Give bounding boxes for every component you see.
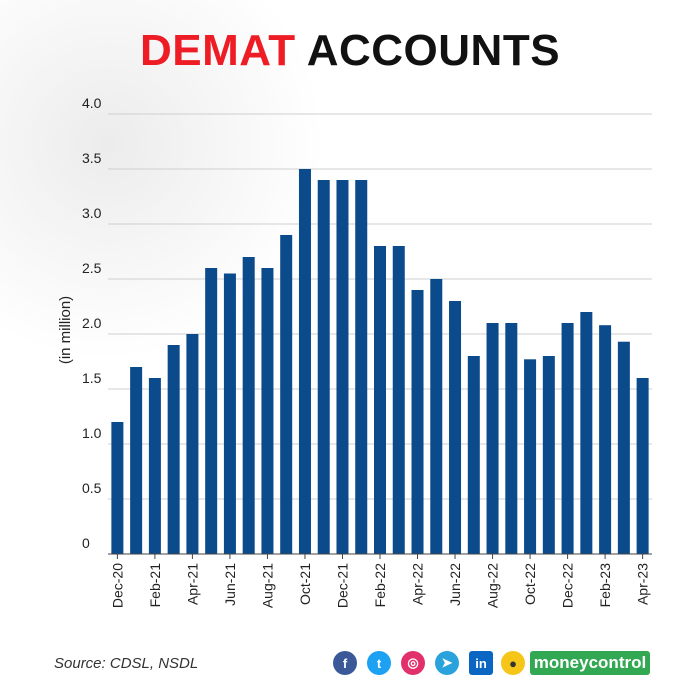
- bar: [636, 378, 649, 554]
- y-tick-label: 0: [82, 535, 90, 551]
- y-tick-label: 3.5: [82, 150, 102, 166]
- bar: [298, 169, 311, 554]
- bar: [205, 268, 218, 554]
- bar: [617, 341, 630, 554]
- x-tick-label: Apr-22: [410, 563, 426, 605]
- x-tick-label: Dec-21: [334, 563, 350, 608]
- y-tick-label: 2.0: [82, 315, 102, 331]
- moneycontrol-logo[interactable]: moneycontrol: [530, 651, 650, 675]
- bar: [317, 180, 330, 554]
- bar: [505, 323, 518, 554]
- x-tick-label: Aug-21: [259, 563, 275, 608]
- x-tick-label: Jun-22: [447, 563, 463, 606]
- y-tick-label: 2.5: [82, 260, 102, 276]
- bar: [599, 325, 612, 554]
- y-tick-label: 0.5: [82, 480, 102, 496]
- x-tick-label: Aug-22: [485, 563, 501, 608]
- instagram-icon[interactable]: ◎: [401, 651, 425, 675]
- bar: [373, 246, 387, 554]
- x-tick-label: Feb-23: [597, 563, 613, 608]
- bar: [542, 356, 555, 554]
- bar: [355, 180, 368, 554]
- x-tick-label: Oct-21: [297, 563, 313, 605]
- bar: [411, 290, 424, 554]
- bar: [336, 180, 349, 554]
- y-tick-label: 3.0: [82, 205, 102, 221]
- bar: [580, 312, 593, 554]
- y-axis-label: (in million): [57, 296, 74, 364]
- bar: [561, 323, 574, 554]
- title-word-demat: DEMAT: [139, 26, 296, 75]
- bar: [186, 334, 199, 554]
- y-tick-label: 1.5: [82, 370, 102, 386]
- bar: [167, 345, 180, 554]
- facebook-icon[interactable]: f: [333, 651, 357, 675]
- x-tick-label: Jun-21: [222, 563, 238, 606]
- y-tick-label: 1.0: [82, 425, 102, 441]
- koo-icon[interactable]: ●: [501, 651, 525, 675]
- telegram-icon[interactable]: ➤: [435, 651, 459, 675]
- bar: [280, 235, 293, 554]
- x-tick-label: Dec-22: [560, 563, 576, 608]
- bar: [524, 359, 537, 554]
- bar: [223, 273, 236, 554]
- bar: [130, 367, 143, 554]
- bar: [467, 356, 480, 554]
- bar: [242, 257, 255, 554]
- bar: [486, 323, 499, 554]
- bar: [449, 301, 462, 554]
- bar-chart: 0 0.5 1.0 1.5 2.0 2.5 3.0 3.5 4.0 Dec-20 Feb-21 Apr…: [57, 95, 652, 608]
- twitter-icon[interactable]: t: [367, 651, 391, 675]
- linkedin-icon[interactable]: in: [469, 651, 493, 675]
- title-word-accounts: ACCOUNTS: [306, 26, 561, 75]
- bar: [111, 422, 124, 554]
- source-note: Source: CDSL, NSDL: [54, 655, 199, 672]
- chart-title: DEMAT ACCOUNTS: [0, 26, 700, 76]
- bar: [430, 279, 443, 554]
- x-tick-label: Apr-23: [635, 563, 651, 605]
- bar: [148, 378, 161, 554]
- x-tick-label: Dec-20: [109, 563, 125, 608]
- bar: [392, 246, 405, 554]
- bar: [261, 268, 274, 554]
- x-tick-label: Feb-21: [147, 563, 163, 608]
- x-tick-label: Feb-22: [372, 563, 388, 608]
- x-tick-label: Apr-21: [184, 563, 200, 605]
- y-tick-label: 4.0: [82, 95, 102, 111]
- x-tick-label: Oct-22: [522, 563, 538, 605]
